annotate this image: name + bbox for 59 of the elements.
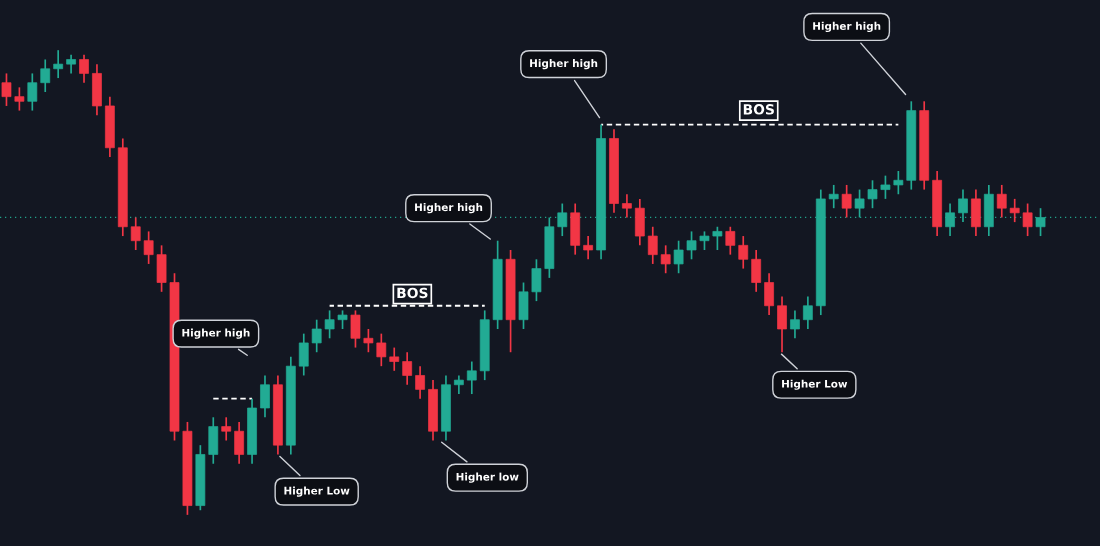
candlestick [893, 170, 904, 196]
annotation: Higher high [530, 59, 598, 70]
candlestick [996, 184, 1007, 219]
candlestick [1009, 198, 1020, 223]
candlestick [647, 225, 658, 265]
candlestick [40, 58, 51, 93]
candlestick [53, 49, 64, 79]
candlestick [531, 258, 542, 302]
candlestick [867, 179, 878, 210]
candlestick [777, 295, 787, 354]
annotation: Higher high [182, 328, 250, 339]
candlestick [1022, 202, 1033, 237]
candlestick [415, 365, 425, 400]
candlestick [260, 374, 270, 419]
candlestick [854, 188, 865, 219]
candlestick [363, 328, 374, 354]
candlestick [130, 216, 141, 251]
candlestick [79, 53, 89, 84]
candlestick [738, 235, 749, 270]
candlestick [699, 230, 710, 251]
candlestick [66, 53, 76, 75]
candlestick [803, 295, 813, 330]
candlestick [466, 360, 477, 395]
candlestick [143, 230, 154, 265]
candlestick [790, 309, 800, 340]
candlestick [27, 72, 38, 112]
annotation: Higher Low [284, 486, 350, 497]
annotation: BOS [743, 104, 774, 115]
candlestick [389, 346, 400, 372]
annotation: BOS [397, 287, 428, 299]
candlestick [622, 193, 632, 219]
candlestick [841, 184, 852, 219]
annotation: Higher high [415, 203, 483, 214]
candlestick [337, 309, 348, 330]
candlestick [557, 202, 568, 237]
candlestick [324, 309, 335, 340]
candlestick [583, 235, 594, 261]
candlestick [712, 225, 723, 251]
candlestick [725, 225, 736, 256]
candlestick [660, 244, 671, 275]
candlestick [311, 318, 322, 354]
candlestick [1, 72, 12, 107]
candlestick [298, 332, 309, 377]
candlestick [14, 86, 25, 112]
text: Higher high [813, 21, 881, 33]
candlestick [880, 174, 891, 200]
candlestick [454, 374, 464, 395]
candlestick [350, 309, 361, 349]
candlestick [828, 184, 839, 210]
candlestick [234, 421, 244, 465]
candlestick [751, 249, 762, 293]
candlestick [673, 239, 684, 275]
annotation: Higher Low [782, 379, 848, 390]
candlestick [686, 230, 697, 261]
candlestick [402, 351, 413, 386]
candlestick [376, 332, 387, 368]
annotation: Higher low [456, 472, 519, 483]
candlestick [221, 416, 232, 442]
candlestick [764, 272, 774, 316]
